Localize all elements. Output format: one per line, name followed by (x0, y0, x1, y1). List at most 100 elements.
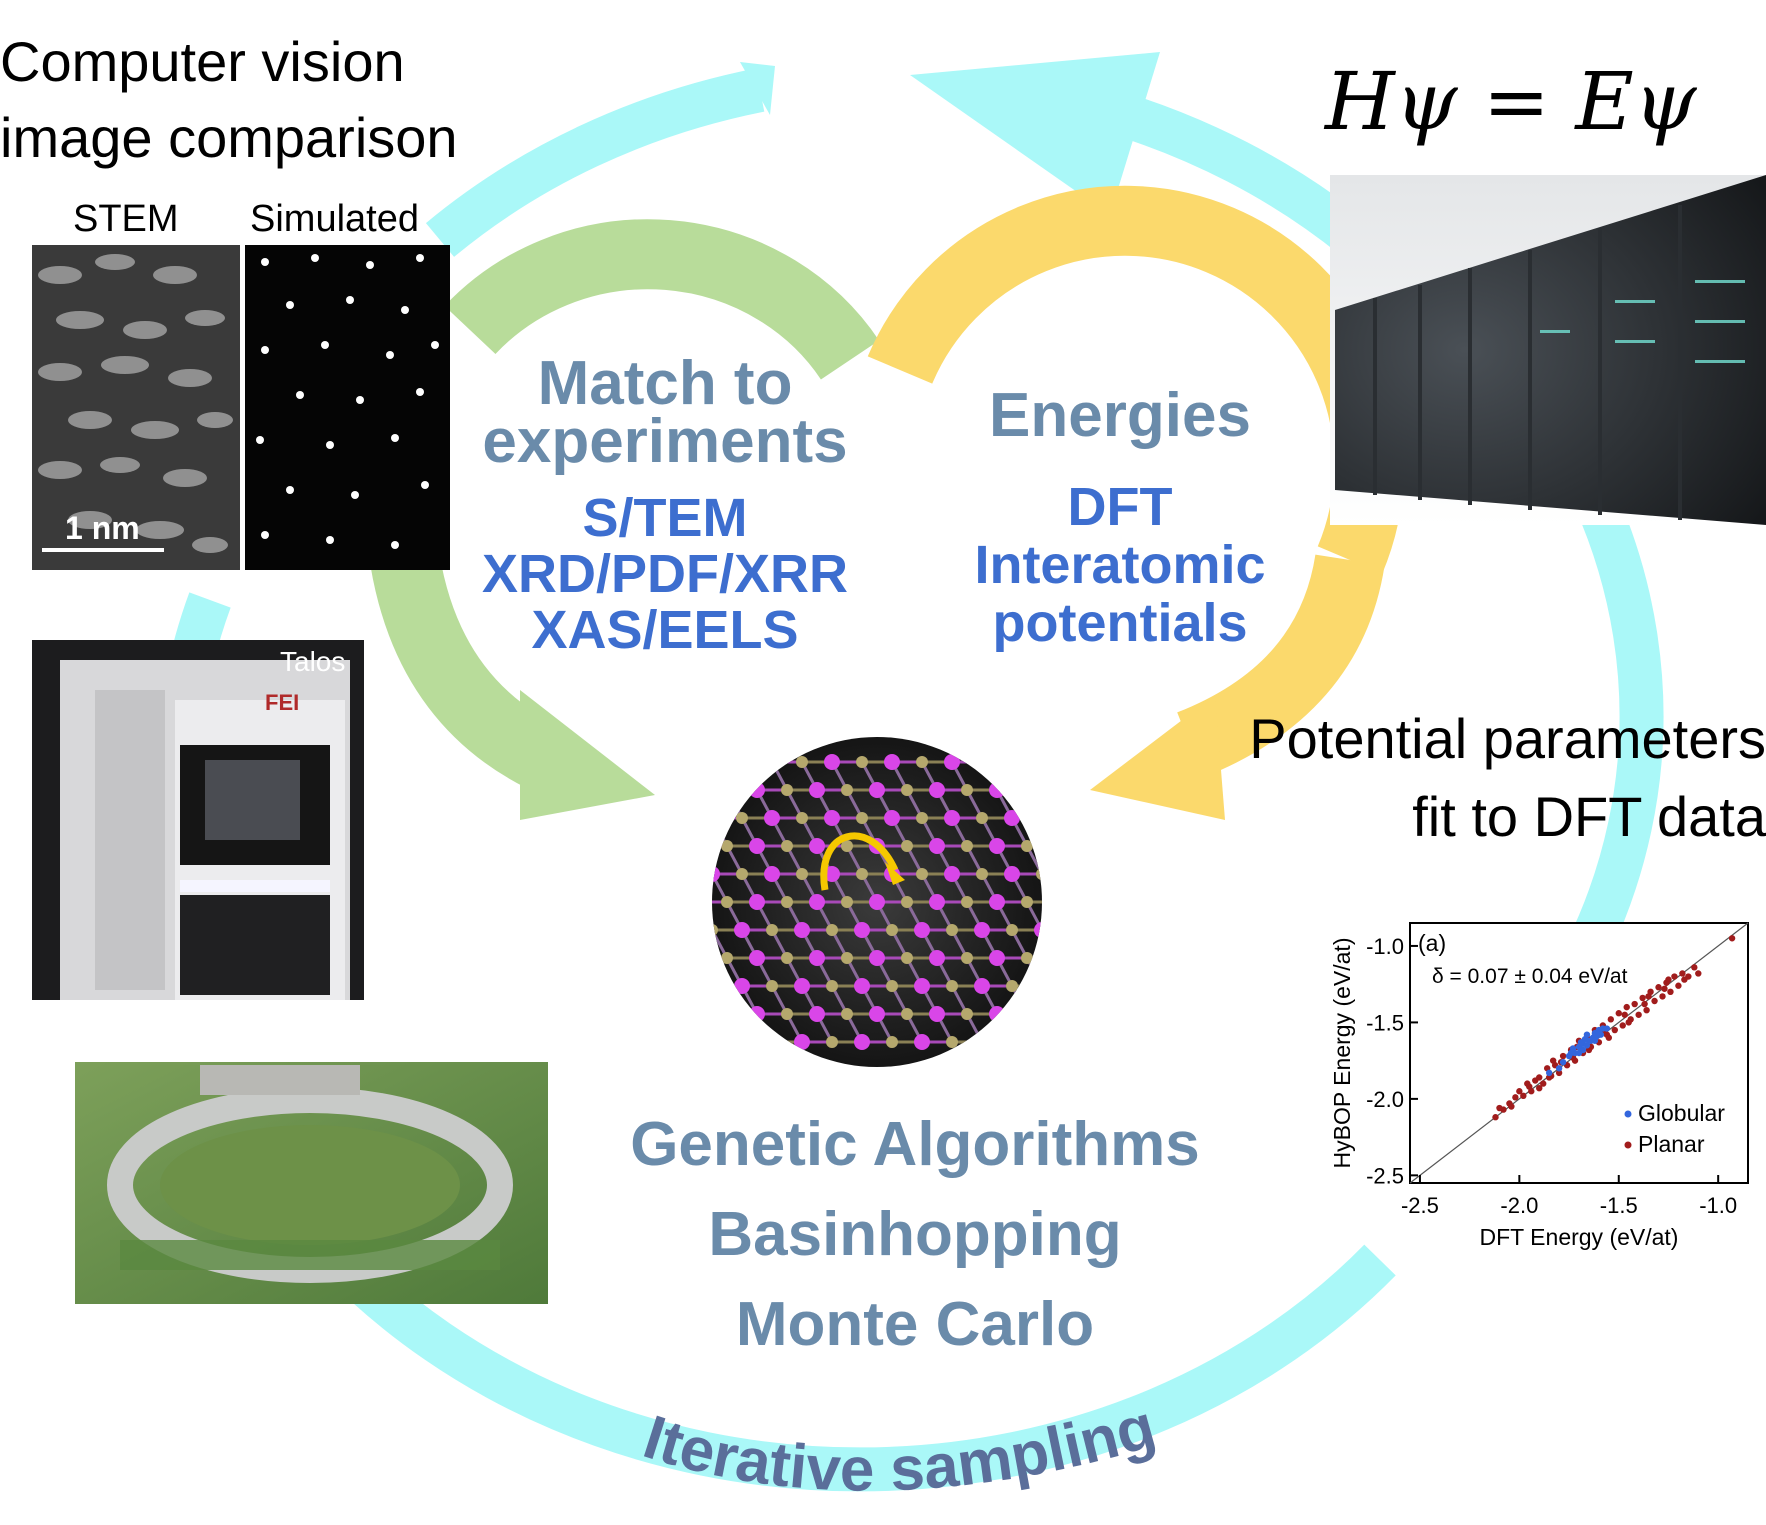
atom (734, 922, 750, 938)
scatter-point-planar (1643, 1006, 1650, 1014)
atom (781, 784, 793, 796)
atom (854, 978, 870, 994)
atom (736, 812, 748, 824)
atom (749, 894, 765, 910)
atom (689, 894, 705, 910)
atom (989, 894, 1005, 910)
match-arrow (370, 219, 880, 820)
bond (1025, 789, 1042, 819)
atom (794, 978, 810, 994)
atom (712, 754, 720, 770)
atom (1036, 868, 1042, 880)
scatter-point-planar (1625, 1019, 1632, 1026)
legend-label-planar: Planar (1638, 1131, 1705, 1157)
alg-monte-carlo: Monte Carlo (735, 1290, 1095, 1359)
atom (961, 1008, 973, 1020)
stem-image (32, 245, 240, 570)
bond (682, 874, 697, 902)
cv-line-2: image comparison (0, 106, 458, 169)
scatter-point-globular (1579, 1046, 1587, 1054)
computer-vision-heading: Computer vision image comparison (0, 24, 458, 176)
atom (712, 810, 720, 826)
atom (689, 950, 705, 966)
legend-marker-planar (1624, 1141, 1632, 1149)
atom (929, 950, 945, 966)
atom (712, 924, 718, 936)
scatter-point-planar (1695, 970, 1702, 977)
scatter-point-planar (1492, 1114, 1499, 1121)
y-axis-label: HyBOP Energy (eV/at) (1329, 938, 1355, 1169)
atom (689, 1006, 705, 1022)
atom (689, 838, 705, 854)
bond (1040, 929, 1042, 959)
atom (869, 1006, 885, 1022)
method-xas: XAS/EELS (531, 600, 799, 660)
atom (856, 868, 868, 880)
atom (841, 840, 853, 852)
atom (974, 978, 990, 994)
atom (1006, 1036, 1018, 1048)
atom (1004, 810, 1020, 826)
atom (809, 894, 825, 910)
atom (886, 1036, 898, 1048)
atom (766, 980, 778, 992)
atom (886, 924, 898, 936)
atom (976, 756, 988, 768)
cv-line-1: Computer vision (0, 30, 405, 93)
atom (929, 838, 945, 854)
atom (929, 894, 945, 910)
bond (725, 1013, 744, 1043)
scatter-point-planar (1496, 1104, 1503, 1112)
atom (689, 782, 705, 798)
atom (916, 812, 928, 824)
atom (1049, 894, 1065, 910)
atom (901, 952, 913, 964)
atom (1034, 1034, 1042, 1050)
x-tick-label: -1.5 (1600, 1193, 1638, 1218)
atom (721, 840, 733, 852)
pp-line-1: Potential parameters (1249, 707, 1766, 770)
atom (869, 950, 885, 966)
scatter-point-globular (1591, 1037, 1599, 1044)
atom (749, 838, 765, 854)
scatter-point-globular (1559, 1058, 1567, 1066)
atom (1004, 754, 1020, 770)
method-potentials: potentials (992, 593, 1248, 653)
atom (1066, 980, 1078, 992)
schrodinger-equation: Hψ = Eψ (1325, 55, 1697, 148)
atom (869, 782, 885, 798)
method-interatomic: Interatomic (974, 535, 1266, 595)
bond (1057, 1014, 1072, 1042)
x-tick-label: -2.0 (1500, 1193, 1538, 1218)
scatter-point-planar (1524, 1080, 1531, 1087)
atom (841, 784, 853, 796)
y-tick-label: -1.5 (1366, 1010, 1404, 1035)
atom (901, 1008, 913, 1020)
atom (796, 812, 808, 824)
method-stem: S/TEM (582, 488, 748, 548)
scatter-point-planar (1540, 1080, 1547, 1087)
atom (809, 1006, 825, 1022)
atom (1049, 950, 1065, 966)
atom (1049, 838, 1065, 854)
scatter-point-planar (1728, 935, 1736, 942)
scatter-point-planar (1536, 1084, 1543, 1092)
atom (1021, 896, 1033, 908)
algorithms-list: Genetic Algorithms Basinhopping Monte Ca… (595, 1100, 1235, 1370)
atom (721, 784, 733, 796)
scatter-point-planar (1665, 976, 1672, 983)
atom (944, 866, 960, 882)
atom (764, 866, 780, 882)
atom (884, 810, 900, 826)
atom (764, 754, 780, 770)
scatter-point-planar (1679, 970, 1686, 977)
bond (1072, 930, 1087, 958)
atom (901, 896, 913, 908)
scatter-point-planar (1667, 988, 1674, 996)
scatter-point-planar (1659, 993, 1666, 1000)
atom (914, 978, 930, 994)
scatter-point-planar (1549, 1057, 1557, 1064)
talos-label: Talos (280, 646, 346, 677)
alg-basinhopping: Basinhopping (708, 1200, 1122, 1269)
scatter-point-planar (1516, 1088, 1523, 1095)
